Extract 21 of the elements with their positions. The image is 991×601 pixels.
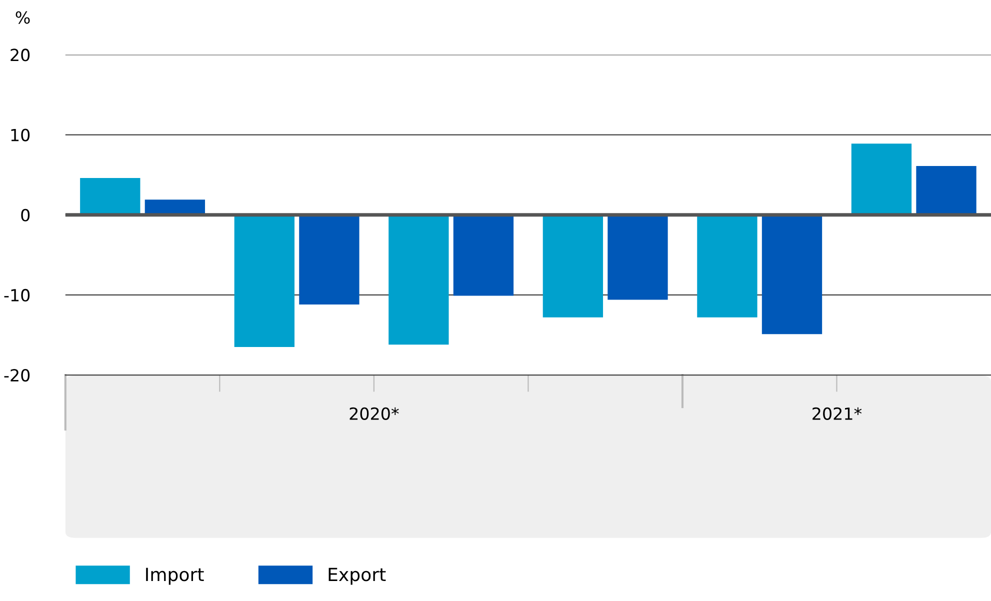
y-tick-label: -10 — [4, 288, 30, 302]
bar — [453, 214, 514, 296]
bar — [762, 214, 822, 334]
text: 2021* — [812, 407, 862, 420]
bar — [388, 214, 449, 345]
bar — [608, 214, 668, 300]
bar — [80, 178, 140, 215]
bar — [542, 214, 604, 318]
legend-label: Import — [146, 568, 204, 585]
bar — [234, 214, 294, 347]
bar — [697, 214, 758, 318]
y-axis-title: % — [16, 11, 30, 24]
y-tick-label: 20 — [10, 48, 30, 62]
legend-label: Export — [328, 568, 386, 585]
y-tick-label: 10 — [11, 128, 30, 142]
text: 2020* — [350, 407, 399, 420]
bar — [916, 166, 976, 215]
bar — [299, 214, 360, 305]
y-tick-label: 0 — [21, 208, 30, 222]
y-tick-label: -20 — [4, 368, 30, 382]
bar — [851, 144, 912, 215]
